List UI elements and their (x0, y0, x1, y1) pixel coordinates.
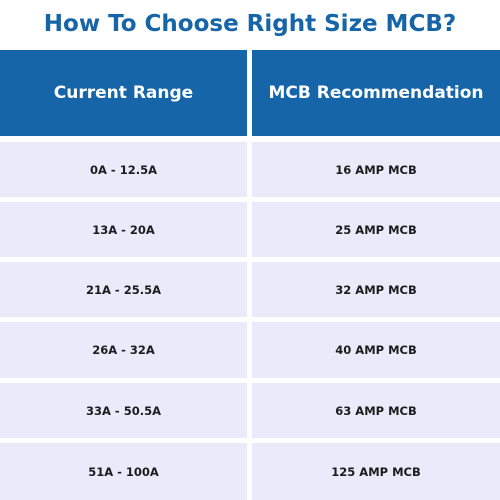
page-title: How To Choose Right Size MCB? (43, 11, 457, 37)
row-3-current-range: 21A - 25.5A (0, 262, 247, 317)
mcb-size-table: Current Range MCB Recommendation 0A - 12… (0, 50, 500, 500)
row-5-mcb-recommendation: 63 AMP MCB (252, 383, 500, 438)
row-4-current-range: 26A - 32A (0, 322, 247, 378)
row-6-current-range: 51A - 100A (0, 443, 247, 500)
row-2-mcb-recommendation: 25 AMP MCB (252, 202, 500, 257)
header-mcb-recommendation: MCB Recommendation (252, 50, 500, 136)
row-3-mcb-recommendation: 32 AMP MCB (252, 262, 500, 317)
row-5-current-range: 33A - 50.5A (0, 383, 247, 438)
row-2-current-range: 13A - 20A (0, 202, 247, 257)
row-1-current-range: 0A - 12.5A (0, 142, 247, 197)
row-4-mcb-recommendation: 40 AMP MCB (252, 322, 500, 378)
row-6-mcb-recommendation: 125 AMP MCB (252, 443, 500, 500)
row-1-mcb-recommendation: 16 AMP MCB (252, 142, 500, 197)
header-current-range: Current Range (0, 50, 247, 136)
